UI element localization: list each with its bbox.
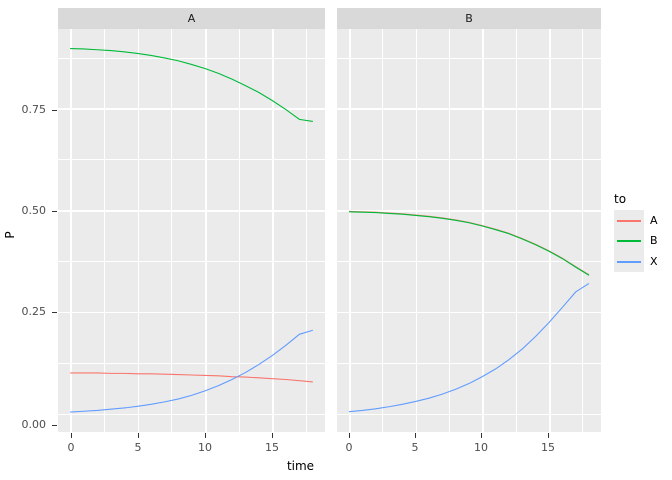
x-axis-title: time (286, 459, 315, 473)
gridline-minor-horizontal (58, 159, 325, 161)
panel-b-x-tick-mark-1 (415, 433, 416, 438)
legend-label-a[interactable]: A (650, 214, 658, 227)
series-layer (70, 47, 314, 413)
y-tick-mark-3 (52, 425, 57, 426)
legend-label-b[interactable]: B (650, 234, 658, 247)
gridline-major-vertical (482, 29, 484, 432)
facet-strip-b-label: B (465, 12, 473, 25)
gridline-minor-vertical (382, 29, 384, 432)
y-tick-label-3: 0.00 (21, 418, 47, 431)
facet-strip-a: A (58, 8, 325, 29)
gridline-major-vertical (272, 29, 274, 432)
gridline-major-vertical (549, 29, 551, 432)
gridline-minor-vertical (515, 29, 517, 432)
gridline-minor-vertical (238, 29, 240, 432)
panel-a-x-tick-label-3: 15 (265, 441, 279, 454)
gridline-major-vertical (415, 29, 418, 432)
gridline-major-vertical (205, 29, 207, 432)
gridline-major-horizontal (337, 210, 601, 212)
panel-a-x-tick-label-1: 5 (134, 441, 142, 454)
panel-b-x-tick-label-3: 15 (541, 441, 555, 454)
legend-label-x[interactable]: X (650, 255, 658, 268)
panel-a-x-tick-label-0: 0 (67, 441, 75, 454)
panel-b-x-tick-mark-2 (481, 433, 482, 438)
y-tick-mark-0 (52, 110, 57, 111)
y-tick-label-2: 0.25 (21, 305, 47, 318)
gridline-major-horizontal (58, 311, 325, 314)
series-line-x (70, 329, 314, 413)
gridline-major-horizontal (337, 413, 601, 416)
gridline-minor-horizontal (337, 159, 601, 161)
facet-strip-a-label: A (187, 12, 196, 25)
series-line-a (70, 372, 313, 383)
y-axis-title: P (3, 231, 17, 239)
gridline-minor-vertical (449, 29, 450, 432)
gridline-major-horizontal (337, 311, 601, 314)
panel-a-x-tick-mark-2 (205, 433, 206, 438)
facet-strip-b: B (337, 8, 601, 29)
panel-b-x-tick-label-2: 10 (474, 441, 488, 454)
series-line-b (348, 211, 590, 276)
gridline-minor-vertical (582, 29, 584, 432)
gridline-major-horizontal (58, 413, 325, 416)
gridline-major-horizontal (58, 108, 325, 110)
gridline-major-horizontal (58, 210, 325, 212)
panel-a-x-tick-mark-1 (138, 433, 139, 438)
gridline-minor-horizontal (58, 57, 325, 59)
y-tick-label-1: 0.50 (21, 204, 47, 217)
y-tick-mark-2 (52, 312, 57, 313)
legend-key-line-x (617, 261, 641, 263)
series-line-x (348, 282, 590, 413)
gridline-minor-horizontal (337, 362, 601, 364)
panel-a-x-tick-mark-3 (272, 433, 273, 438)
series-line-b (70, 47, 313, 122)
y-tick-mark-1 (52, 211, 57, 212)
panel-b-x-tick-mark-0 (349, 433, 350, 438)
legend-key-line-b (617, 240, 641, 242)
gridline-minor-horizontal (337, 261, 601, 262)
gridline-major-vertical (349, 29, 351, 432)
legend-title: to (614, 192, 627, 206)
gridline-minor-vertical (306, 29, 308, 432)
gridline-major-horizontal (337, 108, 601, 110)
panel-b (337, 29, 601, 432)
y-tick-label-0: 0.75 (21, 103, 47, 116)
gridline-minor-horizontal (337, 57, 601, 59)
panel-a (58, 29, 325, 432)
panel-a-x-tick-label-2: 10 (198, 441, 212, 454)
gridline-minor-horizontal (58, 261, 325, 262)
panel-b-x-tick-label-1: 5 (411, 441, 419, 454)
panel-a-x-tick-mark-0 (71, 433, 72, 438)
gridline-minor-vertical (103, 29, 105, 432)
gridline-minor-horizontal (58, 362, 325, 364)
panel-b-x-tick-mark-3 (548, 433, 549, 438)
panel-b-x-tick-label-0: 0 (345, 441, 353, 454)
gridline-minor-vertical (171, 29, 173, 432)
series-layer (348, 210, 590, 413)
gridline-major-vertical (137, 29, 140, 432)
legend-key-line-a (617, 220, 641, 222)
gridline-major-vertical (70, 29, 72, 432)
series-line-a (348, 210, 590, 276)
